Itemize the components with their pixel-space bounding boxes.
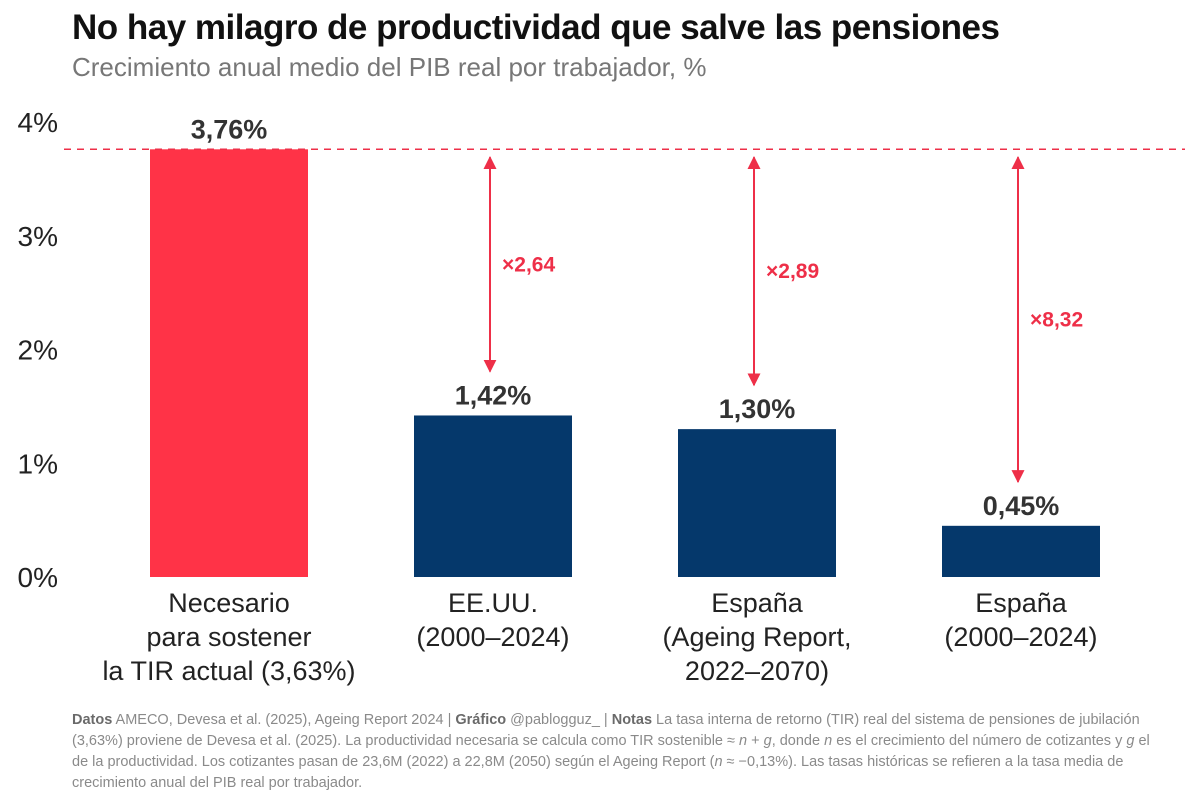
category-label: la TIR actual (3,63%) (102, 656, 355, 686)
data-label: Datos (72, 712, 113, 728)
chart-subtitle: Crecimiento anual medio del PIB real por… (72, 52, 707, 82)
category-label: (Ageing Report, (662, 622, 851, 652)
chart-title: No hay milagro de productividad que salv… (72, 8, 1000, 47)
category-label: España (711, 588, 804, 618)
variable-n: n (739, 733, 748, 749)
category-label: (2000–2024) (944, 622, 1097, 652)
chart-credit: @pablogguz_ | (506, 712, 612, 728)
category-label: para sostener (146, 622, 311, 652)
value-label: 1,42% (455, 380, 532, 410)
notes-text: La tasa interna de retorno (TIR) real de… (72, 712, 1140, 749)
y-tick-label: 3% (18, 221, 58, 252)
source-notes: Datos AMECO, Devesa et al. (2025), Agein… (72, 710, 1152, 794)
variable-n: n (714, 754, 723, 770)
bar-chart: 0% 1% 2% 3% 4% ×2,64 ×2,89 ×8,32 3,76% 1,42% 1,3… (18, 107, 1185, 686)
plus-sign: + (747, 733, 764, 749)
bar (414, 415, 572, 577)
notes-text: es el crecimiento del número de cotizant… (832, 733, 1127, 749)
y-tick-label: 0% (18, 562, 58, 593)
notes-text: ≈ −0,13%). Las tasas históricas se refie… (72, 754, 1124, 791)
category-label: Necesario (168, 588, 290, 618)
category-label: España (975, 588, 1068, 618)
multiplier-label: ×8,32 (1030, 309, 1083, 332)
value-label: 0,45% (983, 491, 1060, 521)
notes-label: Notas (611, 712, 653, 728)
variable-n: n (824, 733, 833, 749)
chart-credit-label: Gráfico (455, 712, 507, 728)
variable-g: g (763, 733, 772, 749)
multiplier-label: ×2,89 (766, 260, 819, 283)
notes-text: el de la productividad. Los cotizantes p… (72, 733, 1150, 770)
y-tick-label: 1% (18, 448, 58, 479)
value-label: 1,30% (719, 394, 796, 424)
category-label: (2000–2024) (416, 622, 569, 652)
value-label: 3,76% (191, 114, 268, 144)
bar (678, 429, 836, 577)
category-label: EE.UU. (448, 588, 538, 618)
bar (942, 525, 1100, 577)
category-label: 2022–2070) (685, 656, 829, 686)
multiplier-label: ×2,64 (502, 253, 555, 276)
bar-required (150, 149, 308, 578)
variable-g: g (1126, 733, 1135, 749)
y-tick-label: 2% (18, 335, 58, 366)
notes-text: , donde (771, 733, 825, 749)
y-tick-label: 4% (18, 107, 58, 138)
data-sources: AMECO, Devesa et al. (2025), Ageing Repo… (112, 712, 456, 728)
